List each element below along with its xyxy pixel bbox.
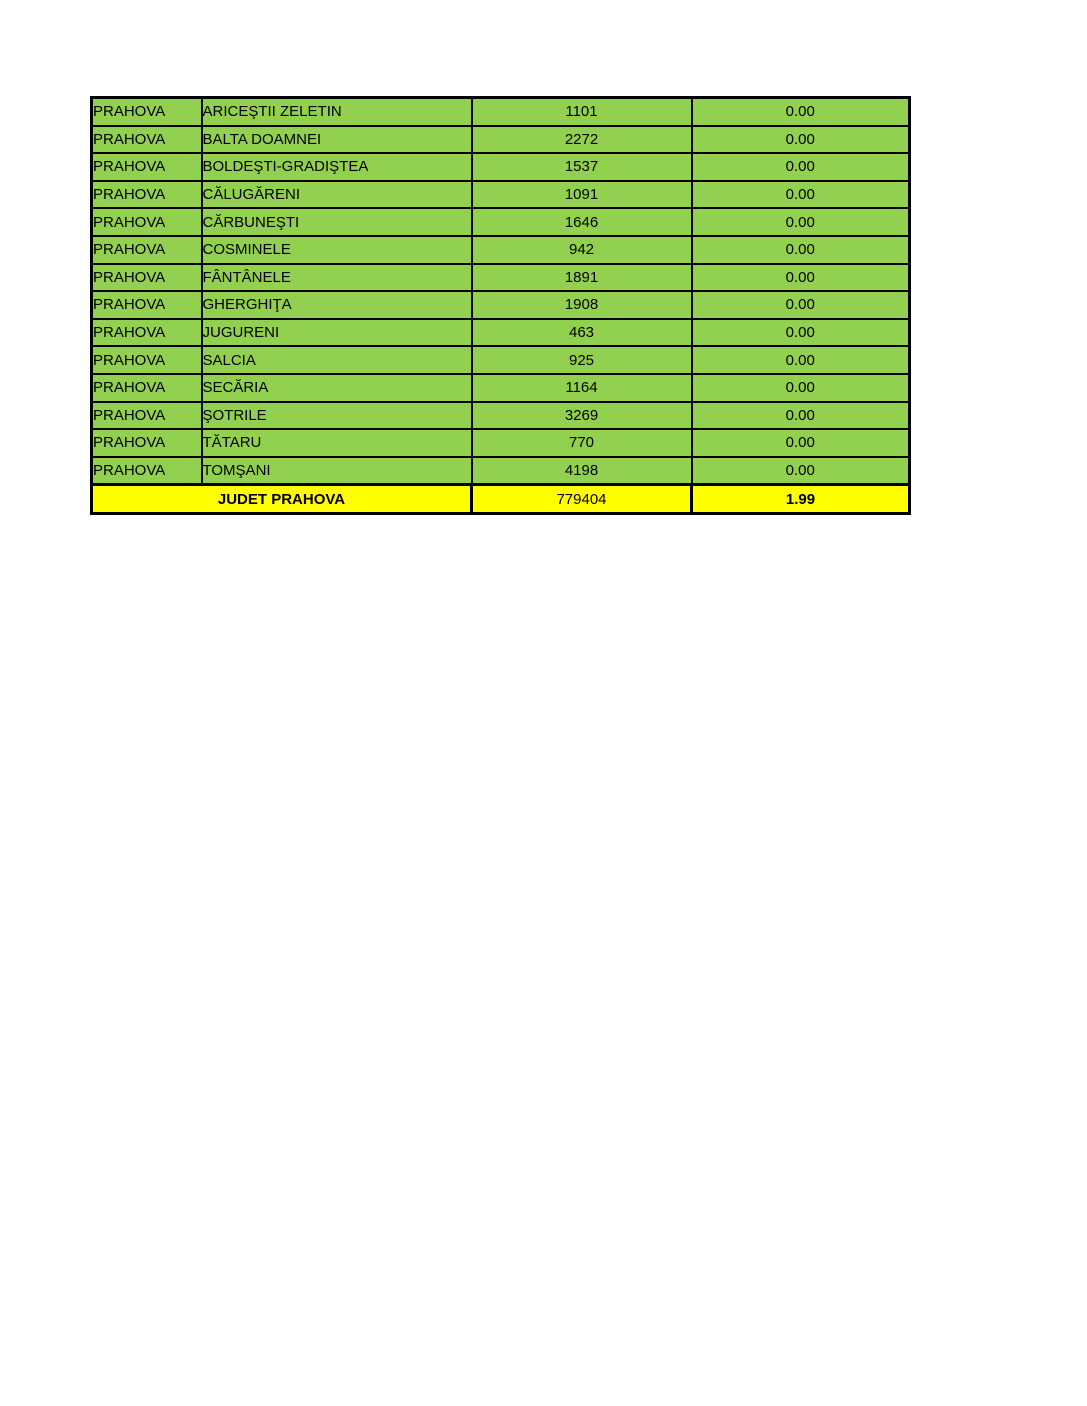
table-row: PRAHOVA JUGURENI 463 0.00	[90, 317, 911, 348]
locality-cell: COSMINELE	[200, 234, 473, 265]
locality-cell: TĂTARU	[200, 428, 473, 458]
percent-cell: 0.00	[690, 400, 911, 431]
percent-cell: 0.00	[690, 152, 911, 182]
county-cell: PRAHOVA	[90, 262, 203, 293]
table-row: PRAHOVA CĂLUGĂRENI 1091 0.00	[90, 179, 911, 210]
county-cell: PRAHOVA	[90, 400, 203, 431]
value-cell: 942	[470, 234, 693, 265]
locality-cell: SECĂRIA	[200, 372, 473, 403]
value-cell: 463	[470, 317, 693, 348]
value-cell: 1891	[470, 262, 693, 293]
percent-cell: 0.00	[690, 234, 911, 265]
locality-cell: CĂLUGĂRENI	[200, 179, 473, 210]
table-row: PRAHOVA BALTA DOAMNEI 2272 0.00	[90, 124, 911, 155]
table-body: PRAHOVA ARICEŞTII ZELETIN 1101 0.00 PRAH…	[90, 96, 911, 486]
table-row: PRAHOVA ŞOTRILE 3269 0.00	[90, 400, 911, 431]
locality-cell: CĂRBUNEŞTI	[200, 207, 473, 237]
percent-cell: 0.00	[690, 262, 911, 293]
value-cell: 1164	[470, 372, 693, 403]
county-cell: PRAHOVA	[90, 317, 203, 348]
value-cell: 2272	[470, 124, 693, 155]
value-cell: 1908	[470, 290, 693, 320]
county-cell: PRAHOVA	[90, 207, 203, 237]
locality-cell: GHERGHIŢA	[200, 290, 473, 320]
table-row: PRAHOVA TOMŞANI 4198 0.00	[90, 455, 911, 486]
table-row: PRAHOVA CĂRBUNEŞTI 1646 0.00	[90, 207, 911, 237]
value-cell: 1646	[470, 207, 693, 237]
county-cell: PRAHOVA	[90, 124, 203, 155]
county-cell: PRAHOVA	[90, 428, 203, 458]
table-row: PRAHOVA SECĂRIA 1164 0.00	[90, 372, 911, 403]
locality-cell: SALCIA	[200, 345, 473, 375]
locality-cell: BOLDEŞTI-GRADIŞTEA	[200, 152, 473, 182]
value-cell: 1537	[470, 152, 693, 182]
value-cell: 3269	[470, 400, 693, 431]
total-percent-cell: 1.99	[690, 483, 911, 516]
table-row: PRAHOVA SALCIA 925 0.00	[90, 345, 911, 375]
value-cell: 4198	[470, 455, 693, 486]
county-cell: PRAHOVA	[90, 96, 203, 127]
percent-cell: 0.00	[690, 290, 911, 320]
percent-cell: 0.00	[690, 96, 911, 127]
value-cell: 1101	[470, 96, 693, 127]
county-cell: PRAHOVA	[90, 234, 203, 265]
table-row: PRAHOVA FÂNTÂNELE 1891 0.00	[90, 262, 911, 293]
percent-cell: 0.00	[690, 345, 911, 375]
value-cell: 770	[470, 428, 693, 458]
prahova-localities-table: PRAHOVA ARICEŞTII ZELETIN 1101 0.00 PRAH…	[90, 96, 911, 516]
county-cell: PRAHOVA	[90, 455, 203, 486]
locality-cell: JUGURENI	[200, 317, 473, 348]
table-row: PRAHOVA COSMINELE 942 0.00	[90, 234, 911, 265]
percent-cell: 0.00	[690, 372, 911, 403]
total-row: JUDET PRAHOVA 779404 1.99	[90, 483, 911, 516]
locality-cell: FÂNTÂNELE	[200, 262, 473, 293]
percent-cell: 0.00	[690, 124, 911, 155]
total-label-cell: JUDET PRAHOVA	[90, 483, 473, 516]
county-cell: PRAHOVA	[90, 179, 203, 210]
value-cell: 1091	[470, 179, 693, 210]
percent-cell: 0.00	[690, 179, 911, 210]
county-cell: PRAHOVA	[90, 152, 203, 182]
locality-cell: ŞOTRILE	[200, 400, 473, 431]
county-cell: PRAHOVA	[90, 372, 203, 403]
percent-cell: 0.00	[690, 455, 911, 486]
locality-cell: BALTA DOAMNEI	[200, 124, 473, 155]
table-row: PRAHOVA GHERGHIŢA 1908 0.00	[90, 290, 911, 320]
percent-cell: 0.00	[690, 317, 911, 348]
locality-cell: TOMŞANI	[200, 455, 473, 486]
percent-cell: 0.00	[690, 207, 911, 237]
table-row: PRAHOVA BOLDEŞTI-GRADIŞTEA 1537 0.00	[90, 152, 911, 182]
value-cell: 925	[470, 345, 693, 375]
county-cell: PRAHOVA	[90, 290, 203, 320]
table-row: PRAHOVA ARICEŞTII ZELETIN 1101 0.00	[90, 96, 911, 127]
total-value-cell: 779404	[470, 483, 693, 516]
table-row: PRAHOVA TĂTARU 770 0.00	[90, 428, 911, 458]
county-cell: PRAHOVA	[90, 345, 203, 375]
locality-cell: ARICEŞTII ZELETIN	[200, 96, 473, 127]
percent-cell: 0.00	[690, 428, 911, 458]
